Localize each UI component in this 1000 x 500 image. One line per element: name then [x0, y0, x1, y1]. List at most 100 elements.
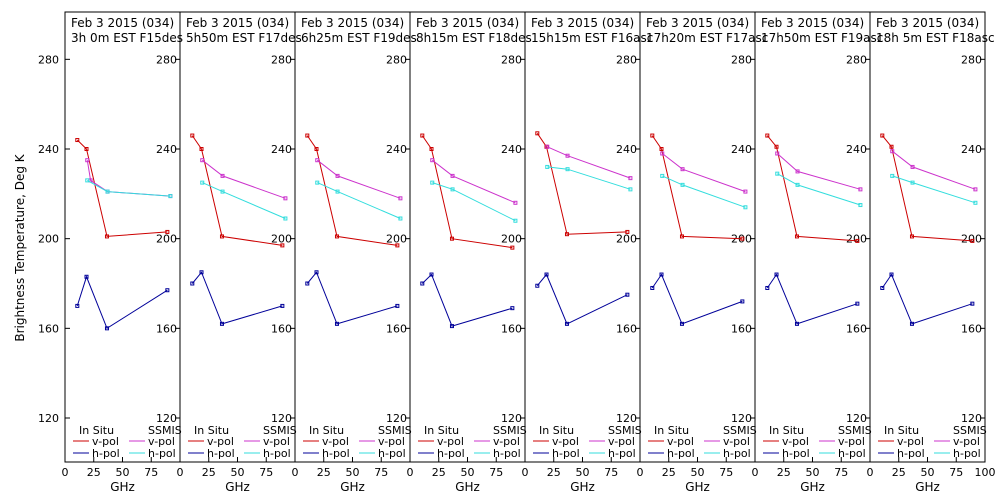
x-tick-label: 0 — [522, 466, 529, 479]
insitu-hpol-point — [889, 272, 894, 277]
ssmis-vpol-point — [513, 200, 518, 205]
insitu-vpol-point — [190, 133, 195, 138]
y-tick-label: 280 — [38, 53, 59, 66]
ssmis-vpol-line — [431, 159, 516, 204]
legend-header-ssmis: SSMIS — [838, 424, 872, 437]
ssmis-vpol-point — [450, 173, 455, 178]
ssmis-hpol-point — [200, 180, 205, 185]
panel-1: Feb 3 2015 (034)3h 0m EST F15des 120 120 16… — [38, 11, 183, 494]
insitu-vpol-point — [104, 234, 109, 239]
y-tick-label: 200 — [731, 233, 752, 246]
legend-label-insitu-hpol: h-pol — [667, 447, 695, 460]
panel-title: Feb 3 2015 (034) — [876, 16, 979, 30]
insitu-hpol-point — [794, 321, 799, 326]
insitu-hpol-point — [199, 270, 204, 275]
ssmis-hpol-point — [450, 187, 455, 192]
insitu-vpol-point — [659, 147, 664, 151]
ssmis-vpol-point — [315, 158, 320, 163]
insitu-vpol-point — [449, 236, 454, 241]
ssmis-hpol-point — [315, 180, 320, 185]
insitu-hpol-point — [104, 326, 109, 331]
y-tick-label: 160 — [501, 322, 522, 335]
x-tick-label: 0 — [867, 466, 874, 479]
x-tick-label: 75 — [144, 466, 158, 479]
ssmis-vpol-point — [795, 169, 800, 174]
legend-label-insitu-vpol: v-pol — [437, 435, 464, 448]
insitu-hpol-line — [76, 275, 168, 330]
x-tick-label: 0 — [292, 466, 299, 479]
ssmis-hpol-point — [220, 189, 225, 194]
panel-subtitle: 8h15m EST F18des — [416, 31, 532, 45]
insitu-vpol-point — [679, 234, 684, 239]
ssmis-hpol-line — [432, 182, 516, 222]
ssmis-vpol-line — [776, 153, 861, 190]
ssmis-vpol-point — [220, 173, 225, 178]
y-tick-label: 280 — [386, 53, 407, 66]
insitu-hpol-line — [191, 271, 283, 325]
insitu-hpol-point — [855, 301, 860, 306]
y-tick-label: 240 — [616, 143, 637, 156]
insitu-vpol-point — [420, 133, 425, 138]
ssmis-vpol-point — [775, 151, 780, 156]
insitu-hpol-point — [75, 303, 80, 308]
legend-label-insitu-vpol: v-pol — [92, 435, 119, 448]
legend-label-ssmis-hpol: h-pol — [838, 447, 866, 460]
legend-header-ssmis: SSMIS — [953, 424, 987, 437]
x-axis-label: GHz — [110, 480, 135, 494]
insitu-vpol-point — [650, 133, 655, 138]
legend-header-insitu: In Situ — [769, 424, 804, 437]
insitu-vpol-point — [765, 133, 770, 138]
insitu-vpol-point — [740, 236, 745, 241]
ssmis-vpol-point — [545, 144, 550, 149]
y-tick-label: 200 — [156, 233, 177, 246]
panel-7: Feb 3 2015 (034)17h50m EST F19asc 120 160 2… — [752, 11, 883, 494]
ssmis-hpol-line — [892, 175, 976, 204]
x-tick-label: 0 — [407, 466, 414, 479]
ssmis-vpol-point — [973, 187, 978, 192]
y-tick-label: 280 — [846, 53, 867, 66]
panel-subtitle: 18h 5m EST F18asc — [876, 31, 995, 45]
x-tick-label: 75 — [834, 466, 848, 479]
insitu-hpol-point — [280, 303, 285, 308]
legend-label-insitu-hpol: h-pol — [552, 447, 580, 460]
insitu-hpol-point — [420, 281, 425, 286]
y-tick-label: 120 — [731, 412, 752, 425]
ssmis-hpol-point — [910, 180, 915, 185]
insitu-hpol-point — [429, 272, 434, 277]
ssmis-vpol-line — [891, 150, 976, 190]
x-tick-label: 50 — [921, 466, 935, 479]
y-tick-label: 160 — [961, 322, 982, 335]
y-tick-label: 240 — [846, 143, 867, 156]
insitu-hpol-point — [305, 281, 310, 286]
insitu-hpol-line — [881, 273, 973, 325]
y-tick-label: 160 — [156, 322, 177, 335]
y-tick-label: 160 — [271, 322, 292, 335]
y-tick-label: 120 — [38, 412, 59, 425]
ssmis-hpol-point — [628, 187, 633, 192]
ssmis-vpol-point — [680, 167, 685, 172]
legend-label-ssmis-vpol: v-pol — [838, 435, 865, 448]
insitu-vpol-line — [76, 139, 168, 237]
insitu-vpol-point — [564, 232, 569, 237]
ssmis-vpol-line — [547, 146, 631, 179]
insitu-vpol-point — [314, 147, 319, 151]
panel-subtitle: 5h50m EST F17des — [186, 31, 302, 45]
insitu-vpol-point — [165, 229, 170, 234]
x-tick-label: 75 — [604, 466, 618, 479]
y-tick-label: 240 — [386, 143, 407, 156]
panel-title: Feb 3 2015 (034) — [646, 16, 749, 30]
y-tick-label: 280 — [501, 53, 522, 66]
ssmis-vpol-line — [661, 153, 746, 193]
insitu-vpol-point — [334, 234, 339, 239]
ssmis-vpol-point — [335, 173, 340, 178]
y-tick-label: 280 — [156, 53, 177, 66]
insitu-hpol-point — [774, 272, 779, 277]
insitu-vpol-point — [75, 138, 80, 143]
ssmis-hpol-point — [168, 194, 173, 199]
insitu-hpol-point — [219, 321, 224, 326]
insitu-vpol-point — [855, 238, 860, 243]
y-tick-label: 200 — [501, 233, 522, 246]
insitu-hpol-point — [544, 272, 549, 277]
y-tick-label: 200 — [38, 233, 59, 246]
y-tick-label: 160 — [846, 322, 867, 335]
